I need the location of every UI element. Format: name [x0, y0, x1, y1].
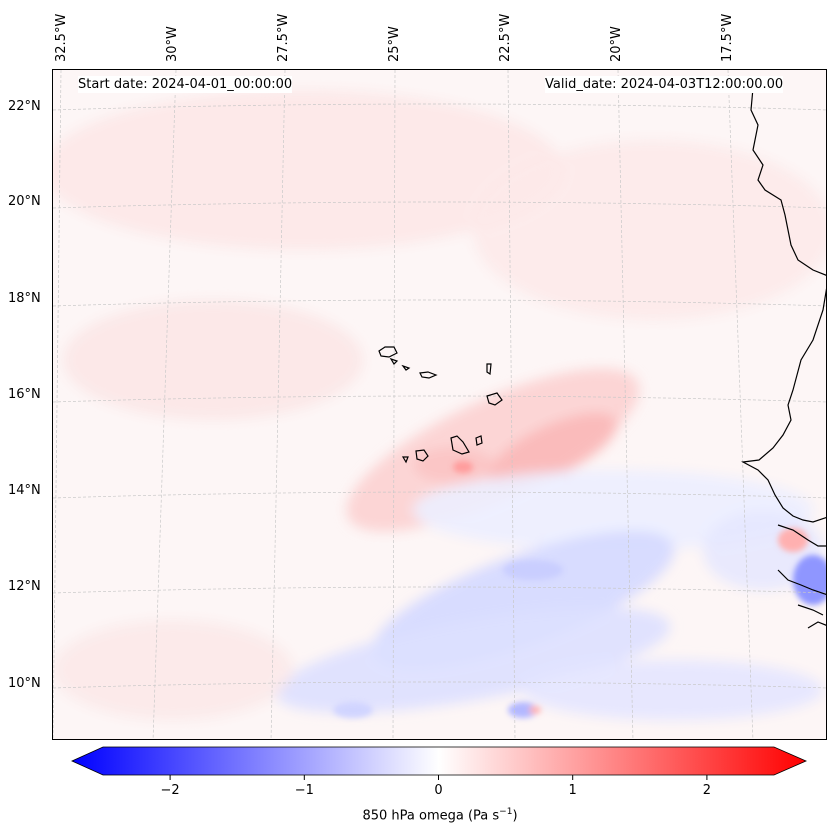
colorbar-tick-label: −2	[161, 783, 180, 798]
lon-label: 20°W	[609, 26, 624, 62]
coastline	[741, 87, 826, 629]
colorbar-tick-label: −1	[295, 783, 314, 798]
colorbar-tick-label: 0	[434, 783, 442, 798]
lat-label: 22°N	[8, 99, 41, 114]
omega-shading	[53, 70, 826, 739]
lat-label: 20°N	[8, 194, 41, 209]
map-panel	[52, 69, 827, 740]
lat-label: 14°N	[8, 483, 41, 498]
lat-label: 12°N	[8, 579, 41, 594]
cape-verde-islands	[378, 346, 503, 464]
lon-label: 32.5°W	[54, 13, 69, 62]
lat-label: 18°N	[8, 291, 41, 306]
lat-label: 16°N	[8, 387, 41, 402]
colorbar-ticks: −2 −1 0 1 2	[161, 775, 711, 798]
colorbar-tick-label: 1	[569, 783, 577, 798]
lon-label: 22.5°W	[498, 13, 513, 62]
omega-field-map	[53, 70, 826, 739]
colorbar-bar	[71, 746, 807, 776]
colorbar: −2 −1 0 1 2	[71, 746, 807, 798]
graticule	[53, 70, 826, 739]
lon-label: 17.5°W	[720, 13, 735, 62]
colorbar-tick-label: 2	[703, 783, 711, 798]
colorbar-label: 850 hPa omega (Pa s−1)	[362, 807, 518, 824]
valid-date-label: Valid_date: 2024-04-03T12:00:00.00	[545, 76, 784, 93]
lon-label: 30°W	[165, 26, 180, 62]
lon-label: 25°W	[387, 26, 402, 62]
lon-label: 27.5°W	[276, 13, 291, 62]
start-date-label: Start date: 2024-04-01_00:00:00	[78, 76, 293, 93]
lat-label: 10°N	[8, 676, 41, 691]
